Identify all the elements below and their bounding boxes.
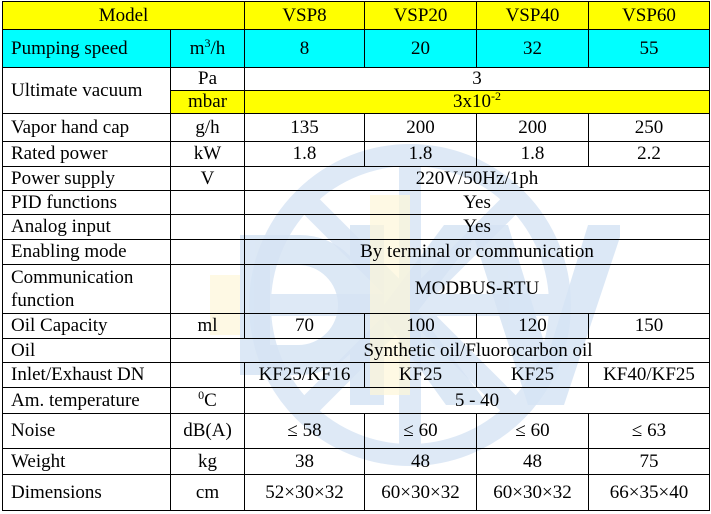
value: 200: [364, 113, 478, 142]
row-am-temperature: Am. temperature 0C 5 - 40: [2, 387, 711, 414]
value: 52×30×32: [244, 474, 366, 511]
label: Vapor hand cap: [2, 113, 171, 142]
value: Synthetic oil/Fluorocarbon oil: [169, 338, 711, 363]
unit: m3/h: [169, 29, 246, 68]
value: 60×30×32: [364, 474, 478, 511]
row-power-supply: Power supply V 220V/50Hz/1ph: [2, 166, 711, 191]
label: Communication function: [2, 264, 171, 314]
label: Power supply: [2, 166, 171, 191]
unit: V: [169, 166, 246, 191]
unit: Pa: [169, 67, 246, 91]
value: 1.8: [244, 141, 366, 167]
unit: 0C: [169, 387, 246, 414]
model-vsp20: VSP20: [364, 1, 478, 30]
row-weight: Weight kg 38 48 48 75: [2, 448, 711, 475]
value: 60×30×32: [476, 474, 590, 511]
value: 135: [244, 113, 366, 142]
unit: g/h: [169, 113, 246, 142]
label: Ultimate vacuum: [2, 67, 171, 114]
value: 8: [244, 29, 366, 68]
label: Weight: [2, 448, 171, 475]
value: 250: [588, 113, 711, 142]
unit: [169, 264, 246, 314]
label: Oil: [2, 338, 171, 363]
value: 1.8: [476, 141, 590, 167]
value: KF25/KF16: [244, 362, 366, 388]
unit: dB(A): [169, 413, 246, 449]
unit: kW: [169, 141, 246, 167]
row-pid-functions: PID functions Yes: [2, 190, 711, 215]
value: 70: [244, 313, 366, 339]
row-ultimate-vacuum-pa: Ultimate vacuum Pa 3: [2, 67, 711, 114]
row-dimensions: Dimensions cm 52×30×32 60×30×32 60×30×32…: [2, 474, 711, 511]
label: Inlet/Exhaust DN: [2, 362, 171, 388]
value: 48: [364, 448, 478, 475]
label: Am. temperature: [2, 387, 171, 414]
value: 38: [244, 448, 366, 475]
unit: cm: [169, 474, 246, 511]
value: 75: [588, 448, 711, 475]
value: 32: [476, 29, 590, 68]
row-oil-capacity: Oil Capacity ml 70 100 120 150: [2, 313, 711, 339]
value: 100: [364, 313, 478, 339]
value: MODBUS-RTU: [244, 264, 711, 314]
value: Yes: [244, 190, 711, 215]
row-noise: Noise dB(A) ≤ 58 ≤ 60 ≤ 60 ≤ 63: [2, 413, 711, 449]
value: Yes: [244, 214, 711, 240]
unit: mbar: [169, 90, 246, 114]
row-pumping-speed: Pumping speed m3/h 8 20 32 55: [2, 29, 711, 68]
value: ≤ 63: [588, 413, 711, 449]
label: Rated power: [2, 141, 171, 167]
label: Dimensions: [2, 474, 171, 511]
value: KF25: [476, 362, 590, 388]
label: Analog input: [2, 214, 171, 240]
value: ≤ 60: [476, 413, 590, 449]
value: 200: [476, 113, 590, 142]
value: ≤ 60: [364, 413, 478, 449]
value: 3: [244, 67, 711, 91]
value: 220V/50Hz/1ph: [244, 166, 711, 191]
header-row: Model VSP8 VSP20 VSP40 VSP60: [1, 1, 711, 30]
unit: [169, 190, 246, 215]
value: 2.2: [588, 141, 711, 167]
value: KF25: [364, 362, 478, 388]
unit: [169, 214, 246, 240]
model-vsp8: VSP8: [244, 1, 366, 30]
unit: kg: [169, 448, 246, 475]
row-communication-function: Communication function MODBUS-RTU: [2, 264, 711, 314]
value: By terminal or communication: [244, 239, 711, 265]
label: Noise: [2, 413, 171, 449]
row-rated-power: Rated power kW 1.8 1.8 1.8 2.2: [2, 141, 711, 167]
value: 120: [476, 313, 590, 339]
row-enabling-mode: Enabling mode By terminal or communicati…: [2, 239, 711, 265]
unit: [169, 239, 246, 265]
label: Pumping speed: [2, 29, 171, 68]
value: 1.8: [364, 141, 478, 167]
value: 20: [364, 29, 478, 68]
model-vsp40: VSP40: [476, 1, 590, 30]
row-inlet-exhaust-dn: Inlet/Exhaust DN KF25/KF16 KF25 KF25 KF4…: [2, 362, 711, 388]
value: 5 - 40: [244, 387, 711, 414]
row-analog-input: Analog input Yes: [2, 214, 711, 240]
unit: [169, 362, 246, 388]
value: 150: [588, 313, 711, 339]
value: KF40/KF25: [588, 362, 711, 388]
label: PID functions: [2, 190, 171, 215]
row-ultimate-vacuum-mbar: mbar 3x10-2: [2, 90, 711, 114]
row-oil: Oil Synthetic oil/Fluorocarbon oil: [2, 338, 711, 363]
label: Enabling mode: [2, 239, 171, 265]
value: 3x10-2: [244, 90, 711, 114]
model-vsp60: VSP60: [588, 1, 711, 30]
model-header: Model: [1, 1, 246, 30]
value: 66×35×40: [588, 474, 711, 511]
label: Oil Capacity: [2, 313, 171, 339]
value: 48: [476, 448, 590, 475]
value: 55: [588, 29, 711, 68]
unit: ml: [169, 313, 246, 339]
row-vapor-hand-cap: Vapor hand cap g/h 135 200 200 250: [2, 113, 711, 142]
value: ≤ 58: [244, 413, 366, 449]
